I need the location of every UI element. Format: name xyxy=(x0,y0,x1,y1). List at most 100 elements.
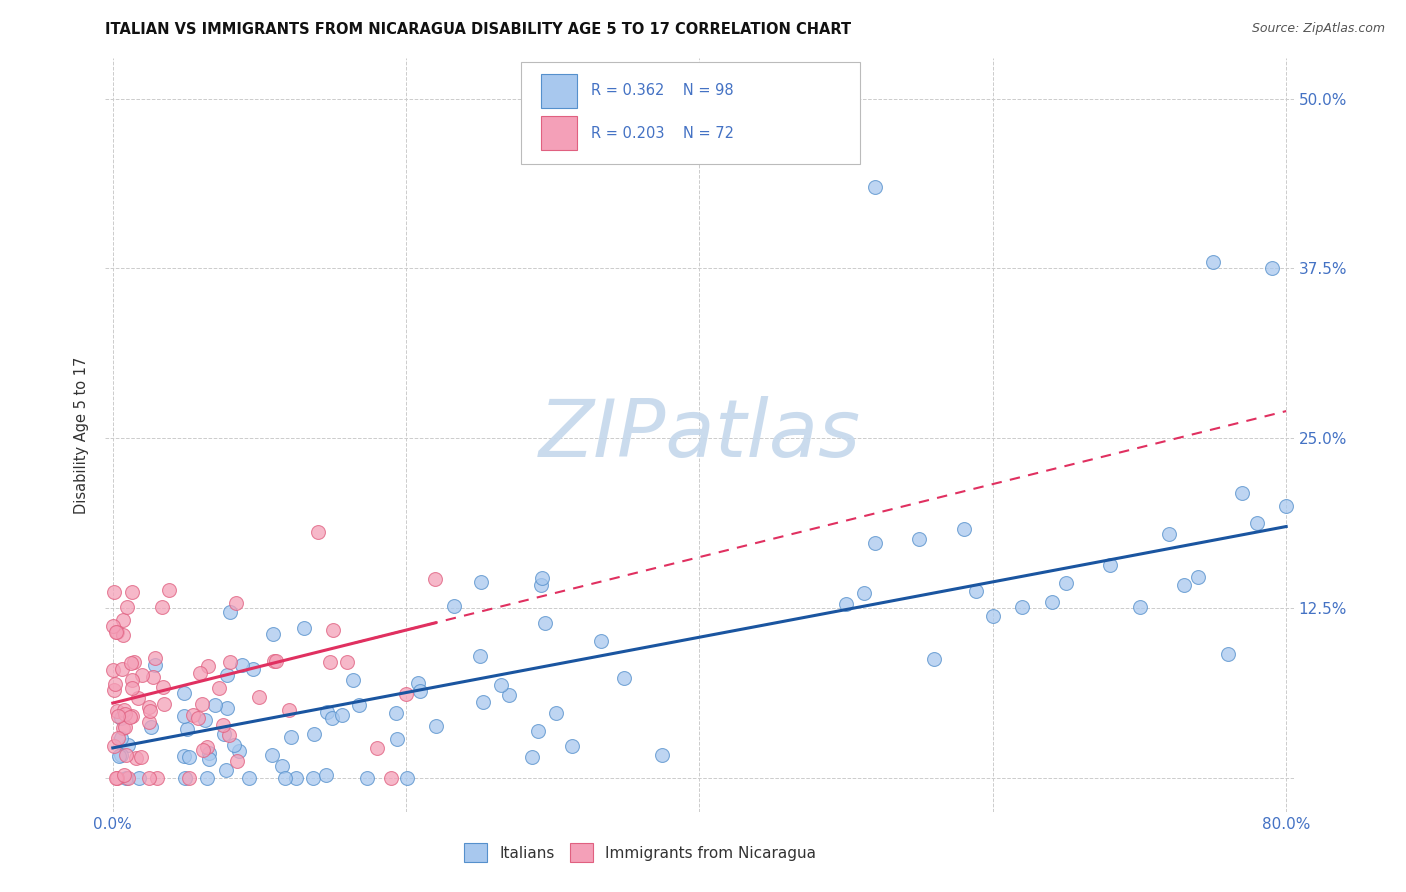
Point xyxy=(952,522,974,536)
Point xyxy=(177,749,200,764)
Point xyxy=(107,731,129,746)
Point xyxy=(531,571,554,585)
Point xyxy=(651,747,673,762)
Point xyxy=(111,628,134,642)
Point xyxy=(188,666,211,681)
Point xyxy=(141,720,163,734)
Point xyxy=(219,605,242,619)
Point xyxy=(277,703,299,717)
Point xyxy=(105,625,128,640)
Point xyxy=(908,533,931,547)
Point xyxy=(852,586,875,600)
Point xyxy=(138,771,160,785)
Point xyxy=(1099,558,1122,572)
Point xyxy=(1173,578,1195,592)
Point xyxy=(117,771,139,785)
Point xyxy=(530,578,553,592)
Point xyxy=(207,681,229,696)
Text: R = 0.362    N = 98: R = 0.362 N = 98 xyxy=(592,84,734,98)
Point xyxy=(280,731,302,745)
Point xyxy=(285,771,308,785)
Point xyxy=(922,651,945,665)
Point xyxy=(489,678,512,692)
Point xyxy=(613,671,636,685)
Text: Source: ZipAtlas.com: Source: ZipAtlas.com xyxy=(1251,22,1385,36)
Point xyxy=(865,180,887,194)
Point xyxy=(127,691,149,706)
Point xyxy=(342,673,364,688)
Point xyxy=(217,667,239,681)
Point xyxy=(396,771,419,785)
Point xyxy=(1216,647,1239,661)
Point xyxy=(470,574,492,589)
Point xyxy=(125,751,148,765)
Point xyxy=(143,658,166,673)
Point xyxy=(114,720,136,734)
Point xyxy=(105,704,128,718)
Point xyxy=(197,659,219,673)
Text: ZIPatlas: ZIPatlas xyxy=(538,396,860,474)
Point xyxy=(204,698,226,712)
Point xyxy=(425,719,447,733)
Point xyxy=(146,771,169,785)
Point xyxy=(121,681,143,695)
Point xyxy=(131,668,153,682)
Point xyxy=(143,651,166,665)
Point xyxy=(322,624,344,638)
Text: ITALIAN VS IMMIGRANTS FROM NICARAGUA DISABILITY AGE 5 TO 17 CORRELATION CHART: ITALIAN VS IMMIGRANTS FROM NICARAGUA DIS… xyxy=(105,22,852,37)
Point xyxy=(1202,254,1225,268)
Point xyxy=(187,711,209,725)
Point xyxy=(191,697,214,711)
Point xyxy=(193,742,215,756)
Point xyxy=(128,771,150,785)
Point xyxy=(315,767,337,781)
Point xyxy=(266,654,288,668)
Point xyxy=(124,655,146,669)
Point xyxy=(1260,261,1282,276)
Point xyxy=(139,704,162,718)
Point xyxy=(319,655,342,669)
Point xyxy=(533,616,555,631)
Point xyxy=(1128,600,1150,615)
Bar xyxy=(541,116,576,151)
Point xyxy=(195,740,218,755)
Point xyxy=(336,655,359,669)
Point xyxy=(103,584,125,599)
Point xyxy=(249,690,271,704)
Legend: Italians, Immigrants from Nicaragua: Italians, Immigrants from Nicaragua xyxy=(458,838,823,868)
Point xyxy=(225,596,247,610)
Point xyxy=(152,680,174,694)
Text: R = 0.203    N = 72: R = 0.203 N = 72 xyxy=(592,126,734,141)
Point xyxy=(304,727,326,741)
Point xyxy=(307,525,329,540)
Point xyxy=(262,627,284,641)
Point xyxy=(142,670,165,684)
Point xyxy=(366,741,388,756)
Point xyxy=(104,677,127,691)
Point xyxy=(332,707,354,722)
Point xyxy=(443,599,465,613)
Point xyxy=(561,739,583,754)
Point xyxy=(498,688,520,702)
Point xyxy=(471,695,494,709)
Point xyxy=(121,585,143,599)
Point xyxy=(215,763,238,777)
Point xyxy=(589,633,612,648)
Point xyxy=(1054,576,1077,591)
Point xyxy=(835,597,858,611)
Point xyxy=(115,747,138,762)
Point xyxy=(1157,527,1180,541)
Point xyxy=(195,771,218,785)
Point xyxy=(1246,516,1268,531)
Point xyxy=(380,771,402,785)
Point xyxy=(406,676,429,690)
Point xyxy=(114,707,136,722)
Point xyxy=(115,771,138,785)
Point xyxy=(385,731,408,746)
Point xyxy=(110,731,132,746)
Point xyxy=(112,721,135,735)
Point xyxy=(121,673,143,688)
Point xyxy=(965,584,987,599)
Y-axis label: Disability Age 5 to 17: Disability Age 5 to 17 xyxy=(75,356,90,514)
Point xyxy=(173,709,195,723)
